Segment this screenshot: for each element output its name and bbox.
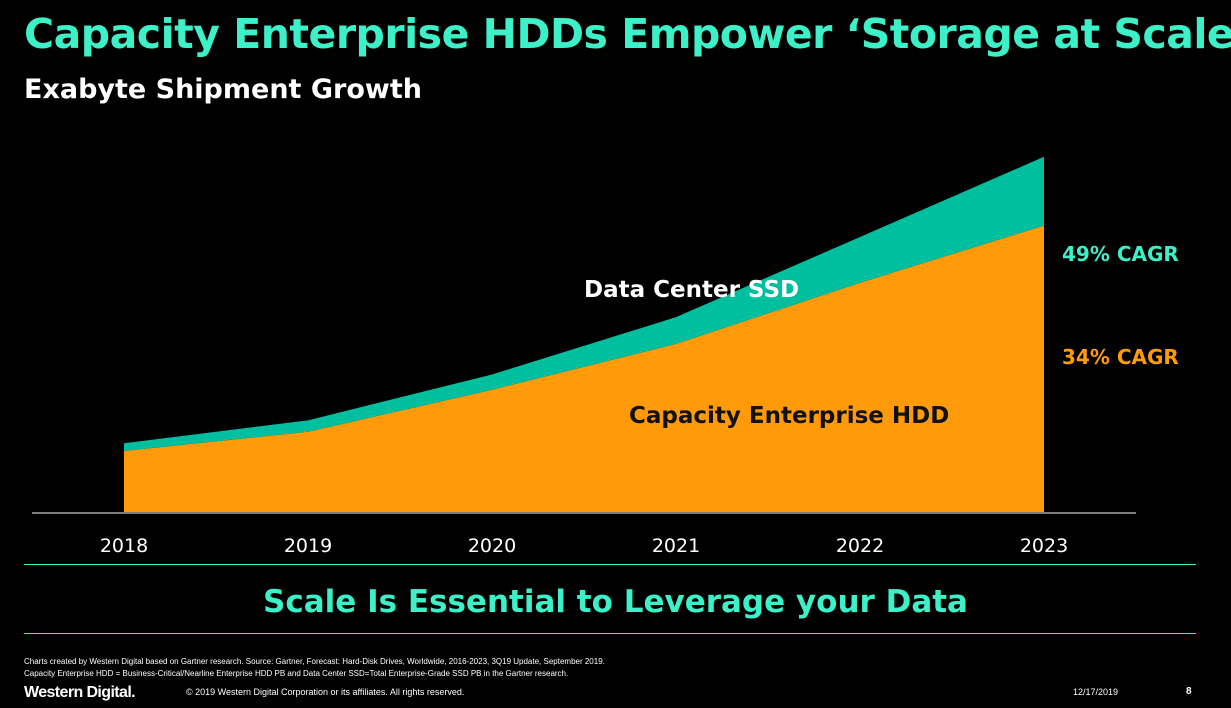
tagline: Scale Is Essential to Leverage your Data <box>263 584 968 620</box>
divider-bottom <box>24 633 1196 634</box>
cagr-label-ssd: 49% CAGR <box>1062 242 1179 266</box>
copyright-notice: © 2019 Western Digital Corporation or it… <box>186 687 465 697</box>
x-tick-label-2023: 2023 <box>1020 535 1068 557</box>
source-line-2: Capacity Enterprise HDD = Business-Criti… <box>24 669 569 678</box>
source-note: Charts created by Western Digital based … <box>24 656 605 680</box>
x-tick-label-2019: 2019 <box>284 535 332 557</box>
x-tick-label-2018: 2018 <box>100 535 148 557</box>
divider-top <box>24 564 1196 565</box>
x-tick-label-2020: 2020 <box>468 535 516 557</box>
western-digital-logo: Western Digital. <box>24 684 136 701</box>
series-label-capacity-enterprise-hdd: Capacity Enterprise HDD <box>629 403 949 429</box>
slide-date: 12/17/2019 <box>1073 687 1119 697</box>
slide-title: Capacity Enterprise HDDs Empower ‘Storag… <box>24 10 1231 58</box>
series-label-data-center-ssd: Data Center SSD <box>584 277 799 303</box>
chart-subtitle: Exabyte Shipment Growth <box>24 74 422 105</box>
stacked-area-chart: 2018 2019 2020 2021 2022 2023 Data Center SSD C… <box>32 156 1179 557</box>
x-tick-label-2022: 2022 <box>836 535 884 557</box>
page-number: 8 <box>1186 686 1192 697</box>
x-tick-label-2021: 2021 <box>652 535 700 557</box>
series-area-capacity-enterprise-hdd <box>124 225 1044 512</box>
cagr-label-hdd: 34% CAGR <box>1062 345 1179 369</box>
source-line-1: Charts created by Western Digital based … <box>24 657 605 666</box>
